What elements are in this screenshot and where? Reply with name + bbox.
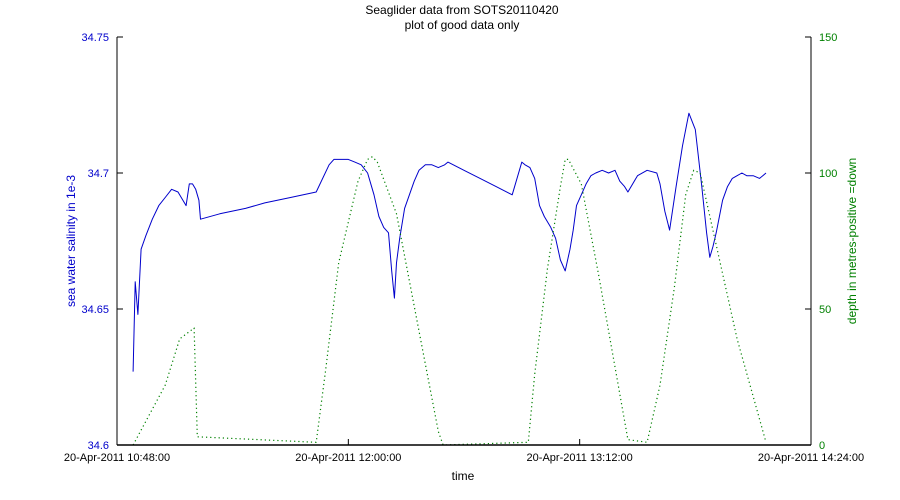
x-tick-label: 20-Apr-2011 10:48:00 <box>64 452 170 464</box>
x-axis-label: time <box>452 469 475 483</box>
depth-series-line <box>132 156 767 446</box>
chart-title: Seaglider data from SOTS20110420 <box>365 3 559 17</box>
right-y-tick-label: 0 <box>819 440 825 452</box>
series-layer <box>132 112 767 446</box>
left-y-tick-label: 34.65 <box>81 304 109 316</box>
tick-layer: 20-Apr-2011 10:48:00 20-Apr-2011 12:00:00… <box>64 32 864 464</box>
left-y-tick-label: 34.75 <box>81 32 109 44</box>
salinity-series-line <box>132 112 767 372</box>
x-tick-label: 20-Apr-2011 13:12:00 <box>527 452 633 464</box>
x-tick-label: 20-Apr-2011 14:24:00 <box>758 452 864 464</box>
right-y-axis-label: depth in metres-positive =down <box>845 158 859 324</box>
right-y-tick-label: 100 <box>819 168 837 180</box>
left-y-tick-label: 34.7 <box>88 168 109 180</box>
left-y-tick-label: 34.6 <box>88 440 109 452</box>
plot-area: 20-Apr-2011 10:48:00 20-Apr-2011 12:00:00… <box>64 32 864 464</box>
plot-background <box>117 37 811 445</box>
right-y-tick-label: 150 <box>819 32 837 44</box>
x-tick-label: 20-Apr-2011 12:00:00 <box>295 452 401 464</box>
left-y-axis-label: sea water salinity in 1e-3 <box>64 175 78 307</box>
right-y-tick-label: 50 <box>819 304 831 316</box>
chart-subtitle: plot of good data only <box>405 18 520 32</box>
